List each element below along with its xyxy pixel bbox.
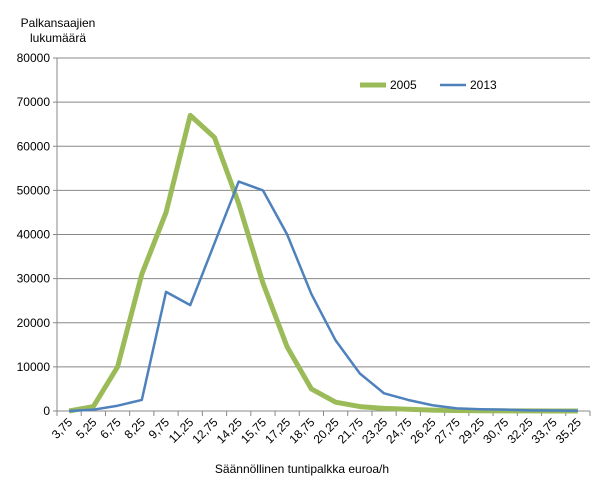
y-axis-title-line2: lukumäärä (30, 31, 86, 45)
series-line-2005 (68, 112, 578, 414)
x-tick-label: 5,25 (73, 415, 100, 442)
x-tick-label: 33,75 (529, 415, 560, 446)
x-tick-label: 12,75 (189, 415, 220, 446)
x-tick-label: 29,25 (456, 415, 487, 446)
x-tick-label: 17,25 (262, 415, 293, 446)
x-tick-label: 26,25 (408, 415, 439, 446)
x-tick-label: 23,25 (359, 415, 390, 446)
y-axis-title-line1: Palkansaajien (21, 16, 96, 30)
legend-label-2005: 2005 (390, 78, 417, 92)
x-tick-label: 14,25 (214, 415, 245, 446)
y-tick-label: 20000 (17, 316, 51, 330)
x-tick-label: 6,75 (97, 415, 124, 442)
x-tick-label: 30,75 (480, 415, 511, 446)
x-tick-label: 20,25 (311, 415, 342, 446)
y-tick-label: 70000 (17, 95, 51, 109)
x-tick-label: 32,25 (504, 415, 535, 446)
x-tick-label: 24,75 (383, 415, 414, 446)
x-tick-label: 8,25 (121, 415, 148, 442)
x-tick-label: 18,75 (286, 415, 317, 446)
y-tick-label: 60000 (17, 139, 51, 153)
x-tick-label: 11,25 (166, 415, 197, 446)
legend-label-2013: 2013 (470, 78, 497, 92)
x-tick-label: 27,75 (432, 415, 463, 446)
y-tick-label: 30000 (17, 272, 51, 286)
y-tick-label: 40000 (17, 228, 51, 242)
y-tick-label: 80000 (17, 51, 51, 65)
y-tick-label: 0 (43, 404, 50, 418)
x-axis-title: Säännöllinen tuntipalkka euroa/h (215, 462, 389, 476)
y-tick-label: 50000 (17, 183, 51, 197)
series-line-2013 (69, 180, 578, 413)
y-tick-label: 10000 (17, 360, 51, 374)
x-tick-label: 3,75 (49, 415, 76, 442)
x-tick-label: 21,75 (335, 415, 366, 446)
x-tick-label: 15,75 (238, 415, 269, 446)
x-tick-label: 35,25 (553, 415, 584, 446)
